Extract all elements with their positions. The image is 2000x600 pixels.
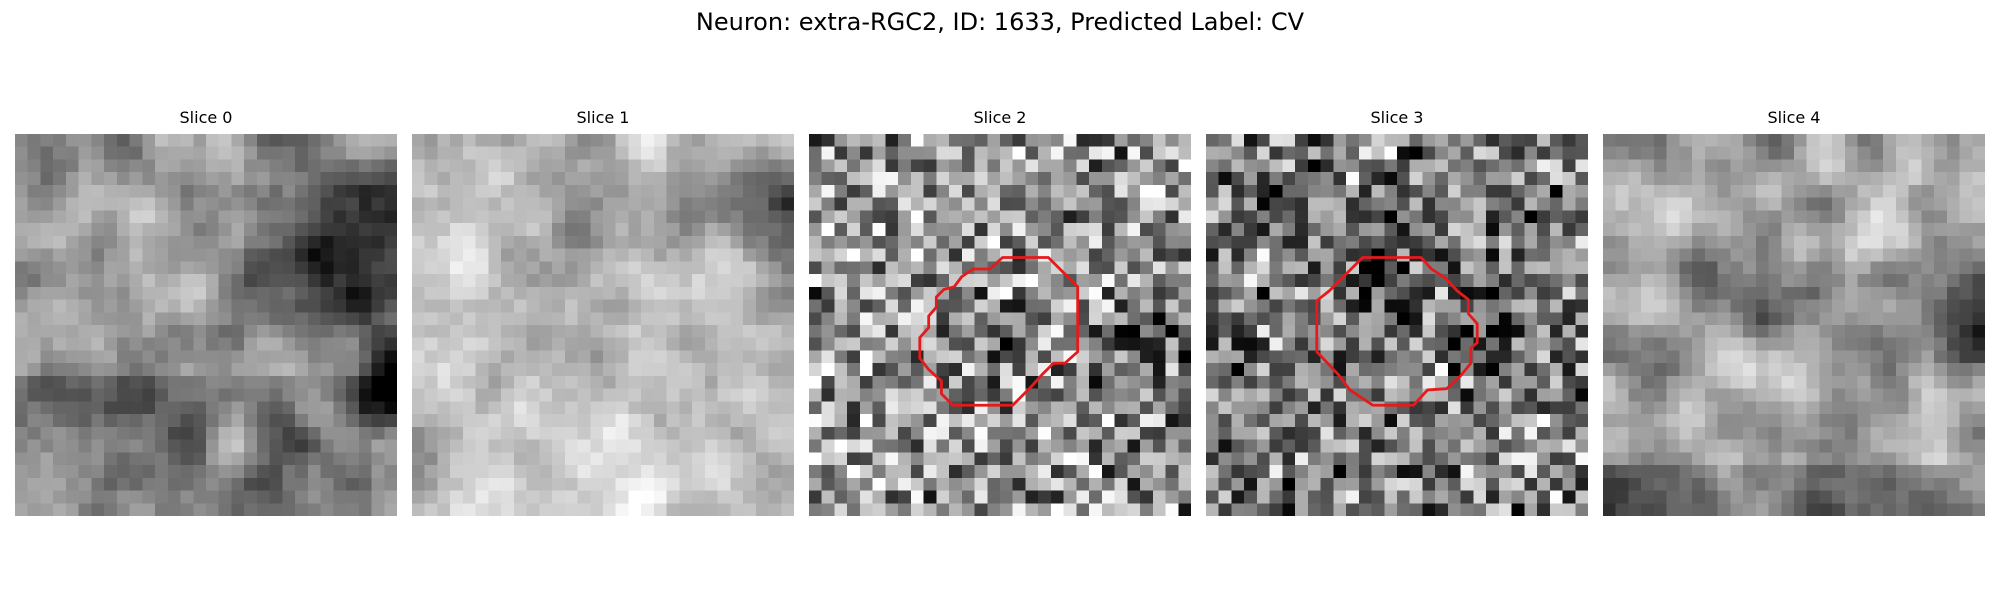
slice-panel-2: Slice 2 bbox=[809, 108, 1191, 516]
slice-1-pixels bbox=[412, 134, 794, 516]
slice-2-contour bbox=[918, 256, 1080, 407]
slice-4-image bbox=[1603, 134, 1985, 516]
slice-3-title: Slice 3 bbox=[1370, 108, 1424, 127]
slice-2-pixels bbox=[809, 134, 1191, 516]
figure-title: Neuron: extra-RGC2, ID: 1633, Predicted … bbox=[695, 8, 1305, 36]
slice-panel-4: Slice 4 bbox=[1603, 108, 1985, 516]
slice-1-image bbox=[412, 134, 794, 516]
slice-1-title: Slice 1 bbox=[576, 108, 630, 127]
slice-3-contour bbox=[1315, 256, 1479, 407]
slice-0-pixels bbox=[15, 134, 397, 516]
slice-3-pixels bbox=[1206, 134, 1588, 516]
slice-2-title: Slice 2 bbox=[973, 108, 1027, 127]
slice-4-title: Slice 4 bbox=[1767, 108, 1821, 127]
slice-4-pixels bbox=[1603, 134, 1985, 516]
slice-3-image bbox=[1206, 134, 1588, 516]
slice-panel-0: Slice 0 bbox=[15, 108, 397, 516]
slice-2-image bbox=[809, 134, 1191, 516]
slice-0-image bbox=[15, 134, 397, 516]
slice-panel-3: Slice 3 bbox=[1206, 108, 1588, 516]
slice-0-title: Slice 0 bbox=[179, 108, 233, 127]
slice-panel-1: Slice 1 bbox=[412, 108, 794, 516]
